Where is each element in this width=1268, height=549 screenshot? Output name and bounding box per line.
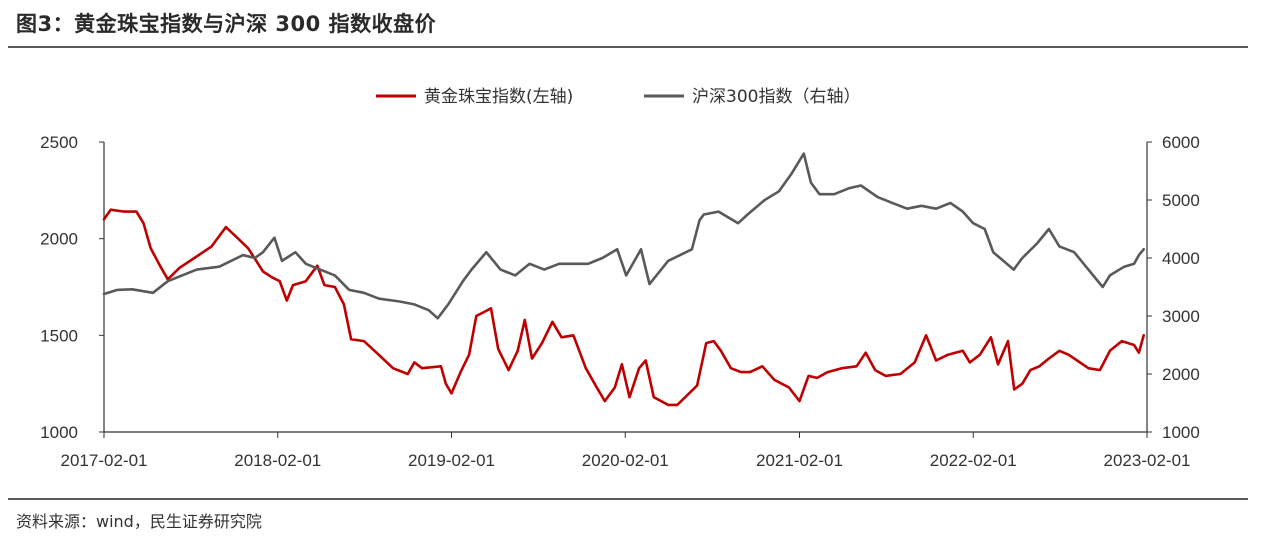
y-left-tick-label: 2500 [40, 133, 78, 152]
x-tick-label: 2021-02-01 [756, 451, 843, 470]
title-divider [8, 46, 1248, 48]
y-left-tick-label: 1500 [40, 326, 78, 345]
x-tick-label: 2022-02-01 [930, 451, 1017, 470]
y-right-tick-label: 2000 [1162, 365, 1200, 384]
series-line-csi300-index [102, 152, 1145, 320]
y-right-tick-label: 4000 [1162, 249, 1200, 268]
x-tick-label: 2018-02-01 [234, 451, 321, 470]
y-right-tick-label: 6000 [1162, 133, 1200, 152]
x-tick-label: 2017-02-01 [61, 451, 148, 470]
y-right-tick-label: 1000 [1162, 423, 1200, 442]
y-left-tick-label: 2000 [40, 230, 78, 249]
x-tick-label: 2020-02-01 [582, 451, 669, 470]
footer-divider [8, 498, 1248, 500]
y-right-tick-label: 3000 [1162, 307, 1200, 326]
source-note: 资料来源：wind，民生证券研究院 [16, 512, 262, 531]
legend-label-csi300: 沪深300指数（右轴） [692, 87, 860, 107]
x-tick-label: 2019-02-01 [408, 451, 495, 470]
legend-label-gold: 黄金珠宝指数(左轴) [424, 87, 573, 107]
series-line-gold-jewelry-index [102, 208, 1145, 407]
figure-title: 图3：黄金珠宝指数与沪深 300 指数收盘价 [16, 12, 437, 36]
y-right-tick-label: 5000 [1162, 191, 1200, 210]
y-left-tick-label: 1000 [40, 423, 78, 442]
x-tick-label: 2023-02-01 [1104, 451, 1191, 470]
